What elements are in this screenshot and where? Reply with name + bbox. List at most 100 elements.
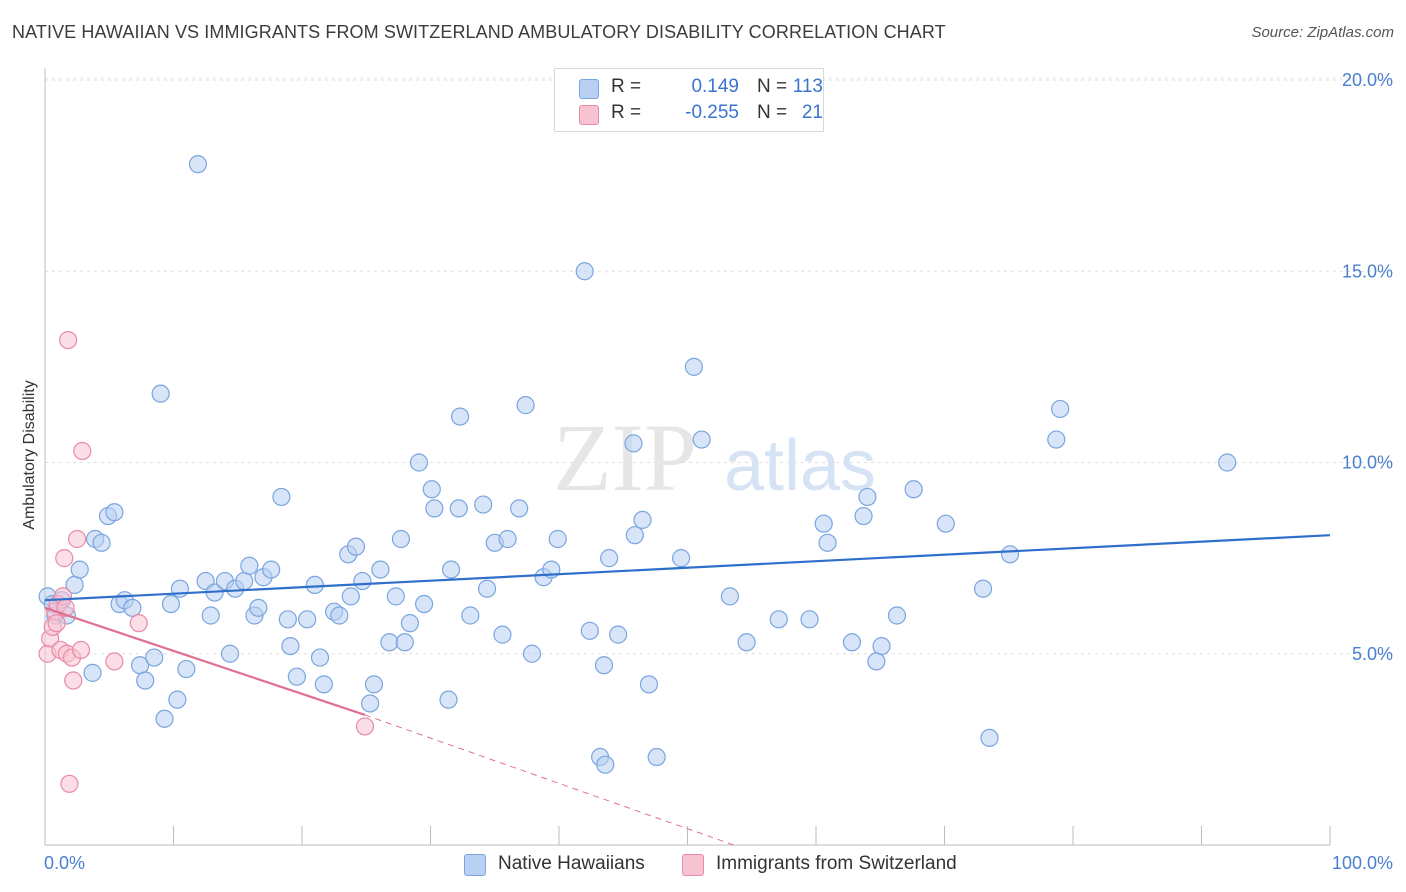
native-hawaiian-point bbox=[161, 594, 181, 614]
native-hawaiian-point bbox=[386, 587, 405, 606]
native-hawaiian-point bbox=[624, 434, 643, 453]
native-hawaiian-point bbox=[973, 579, 993, 598]
native-hawaiian-point bbox=[391, 529, 411, 549]
pink-swatch bbox=[579, 105, 599, 125]
n-value: 113 bbox=[792, 76, 823, 97]
native-hawaiian-point bbox=[936, 514, 955, 533]
native-hawaiian-point bbox=[449, 499, 468, 518]
native-hawaiian-point bbox=[92, 533, 111, 552]
y-tick-label: 20.0% bbox=[1342, 70, 1393, 90]
native-hawaiian-point bbox=[800, 610, 819, 629]
legend-label: Immigrants from Switzerland bbox=[716, 853, 957, 874]
regression-line bbox=[44, 534, 1331, 602]
native-hawaiian-point bbox=[596, 755, 615, 774]
native-hawaiian-point bbox=[594, 656, 614, 675]
legend-label: Native Hawaiians bbox=[498, 853, 645, 874]
correlation-legend: R = 0.149 N = 113 R = -0.255 N = 21 bbox=[554, 68, 824, 132]
native-hawaiian-point bbox=[1047, 430, 1066, 449]
native-hawaiian-point bbox=[278, 610, 297, 629]
native-hawaiian-point bbox=[522, 644, 542, 663]
native-hawaiian-point bbox=[647, 747, 666, 767]
switzerland-point bbox=[47, 614, 66, 633]
native-hawaiian-point bbox=[151, 384, 170, 403]
watermark: ZIP atlas bbox=[553, 404, 876, 511]
native-hawaiian-point bbox=[671, 549, 691, 568]
native-hawaiian-point bbox=[1000, 545, 1020, 564]
native-hawaiian-point bbox=[575, 262, 594, 281]
switzerland-point bbox=[60, 774, 79, 793]
native-hawaiian-point bbox=[168, 690, 187, 709]
native-hawaiian-point bbox=[136, 671, 155, 690]
switzerland-point bbox=[64, 671, 83, 690]
switzerland-point bbox=[355, 717, 375, 736]
native-hawaiian-point bbox=[600, 549, 619, 568]
native-hawaiian-point bbox=[353, 571, 372, 591]
native-hawaiian-point bbox=[867, 652, 886, 671]
switzerland-point bbox=[73, 441, 92, 461]
r-value: 0.149 bbox=[691, 76, 739, 97]
pink-swatch bbox=[682, 854, 704, 876]
native-hawaiian-point bbox=[155, 709, 174, 728]
native-hawaiian-point bbox=[220, 644, 240, 663]
native-hawaiian-point bbox=[548, 529, 567, 549]
switzerland-point bbox=[55, 549, 74, 568]
source-label: Source: ZipAtlas.com bbox=[1251, 24, 1394, 41]
native-hawaiian-point bbox=[441, 560, 461, 579]
y-tick-label: 15.0% bbox=[1342, 261, 1393, 281]
axes bbox=[44, 68, 1331, 846]
native-hawaiian-point bbox=[814, 514, 833, 533]
native-hawaiian-point bbox=[123, 598, 142, 617]
regression-line bbox=[44, 606, 366, 716]
native-hawaiian-point bbox=[414, 594, 434, 614]
native-hawaiian-point bbox=[425, 499, 444, 518]
r-label: R = bbox=[611, 76, 642, 97]
native-hawaiian-point bbox=[887, 606, 907, 625]
native-hawaiian-point bbox=[980, 728, 999, 748]
native-hawaiian-point bbox=[858, 487, 877, 507]
native-hawaiian-point bbox=[395, 633, 414, 652]
native-hawaiian-point bbox=[609, 625, 628, 644]
native-hawaiian-point bbox=[310, 648, 330, 667]
native-hawaiian-point bbox=[625, 526, 644, 545]
r-label: R = bbox=[611, 102, 642, 123]
native-hawaiian-point bbox=[692, 430, 711, 449]
native-hawaiian-point bbox=[145, 648, 164, 667]
y-axis-label: Ambulatory Disability bbox=[21, 380, 38, 529]
switzerland-point bbox=[129, 614, 148, 633]
native-hawaiian-point bbox=[510, 499, 529, 518]
switzerland-point bbox=[105, 652, 124, 671]
native-hawaiian-point bbox=[639, 675, 659, 694]
native-hawaiian-point bbox=[70, 560, 89, 579]
native-hawaiian-point bbox=[380, 633, 399, 652]
native-hawaiian-point bbox=[287, 667, 306, 686]
native-hawaiian-point bbox=[474, 495, 493, 514]
native-hawaiian-point bbox=[346, 537, 366, 556]
native-hawaiian-point bbox=[904, 480, 923, 499]
r-value: -0.255 bbox=[685, 102, 739, 123]
n-label: N = bbox=[757, 102, 788, 123]
native-hawaiian-point bbox=[720, 587, 740, 606]
native-hawaiian-point bbox=[477, 579, 497, 598]
native-hawaiian-point bbox=[371, 560, 390, 579]
native-hawaiian-point bbox=[305, 575, 324, 595]
native-hawaiian-point bbox=[1218, 453, 1237, 472]
native-hawaiian-point bbox=[633, 510, 652, 529]
native-hawaiian-point bbox=[439, 690, 458, 709]
tick-labels: 5.0% 10.0% 15.0% 20.0% 0.0% 100.0% bbox=[44, 70, 1393, 873]
x-tick-label: 100.0% bbox=[1332, 853, 1393, 873]
native-hawaiian-point bbox=[842, 633, 862, 652]
blue-swatch bbox=[579, 79, 599, 99]
switzerland-point bbox=[68, 529, 87, 549]
native-hawaiian-point bbox=[872, 636, 891, 656]
native-hawaiian-point bbox=[262, 560, 281, 579]
native-hawaiian-point bbox=[409, 453, 429, 472]
native-hawaiian-point bbox=[105, 503, 124, 522]
native-hawaiian-point bbox=[498, 529, 517, 549]
native-hawaiian-point bbox=[330, 606, 349, 625]
switzerland-point bbox=[71, 640, 91, 660]
native-hawaiian-point bbox=[314, 675, 333, 694]
regression-extension bbox=[364, 714, 734, 846]
native-hawaiian-point bbox=[188, 155, 208, 174]
native-hawaiian-point bbox=[818, 533, 837, 552]
